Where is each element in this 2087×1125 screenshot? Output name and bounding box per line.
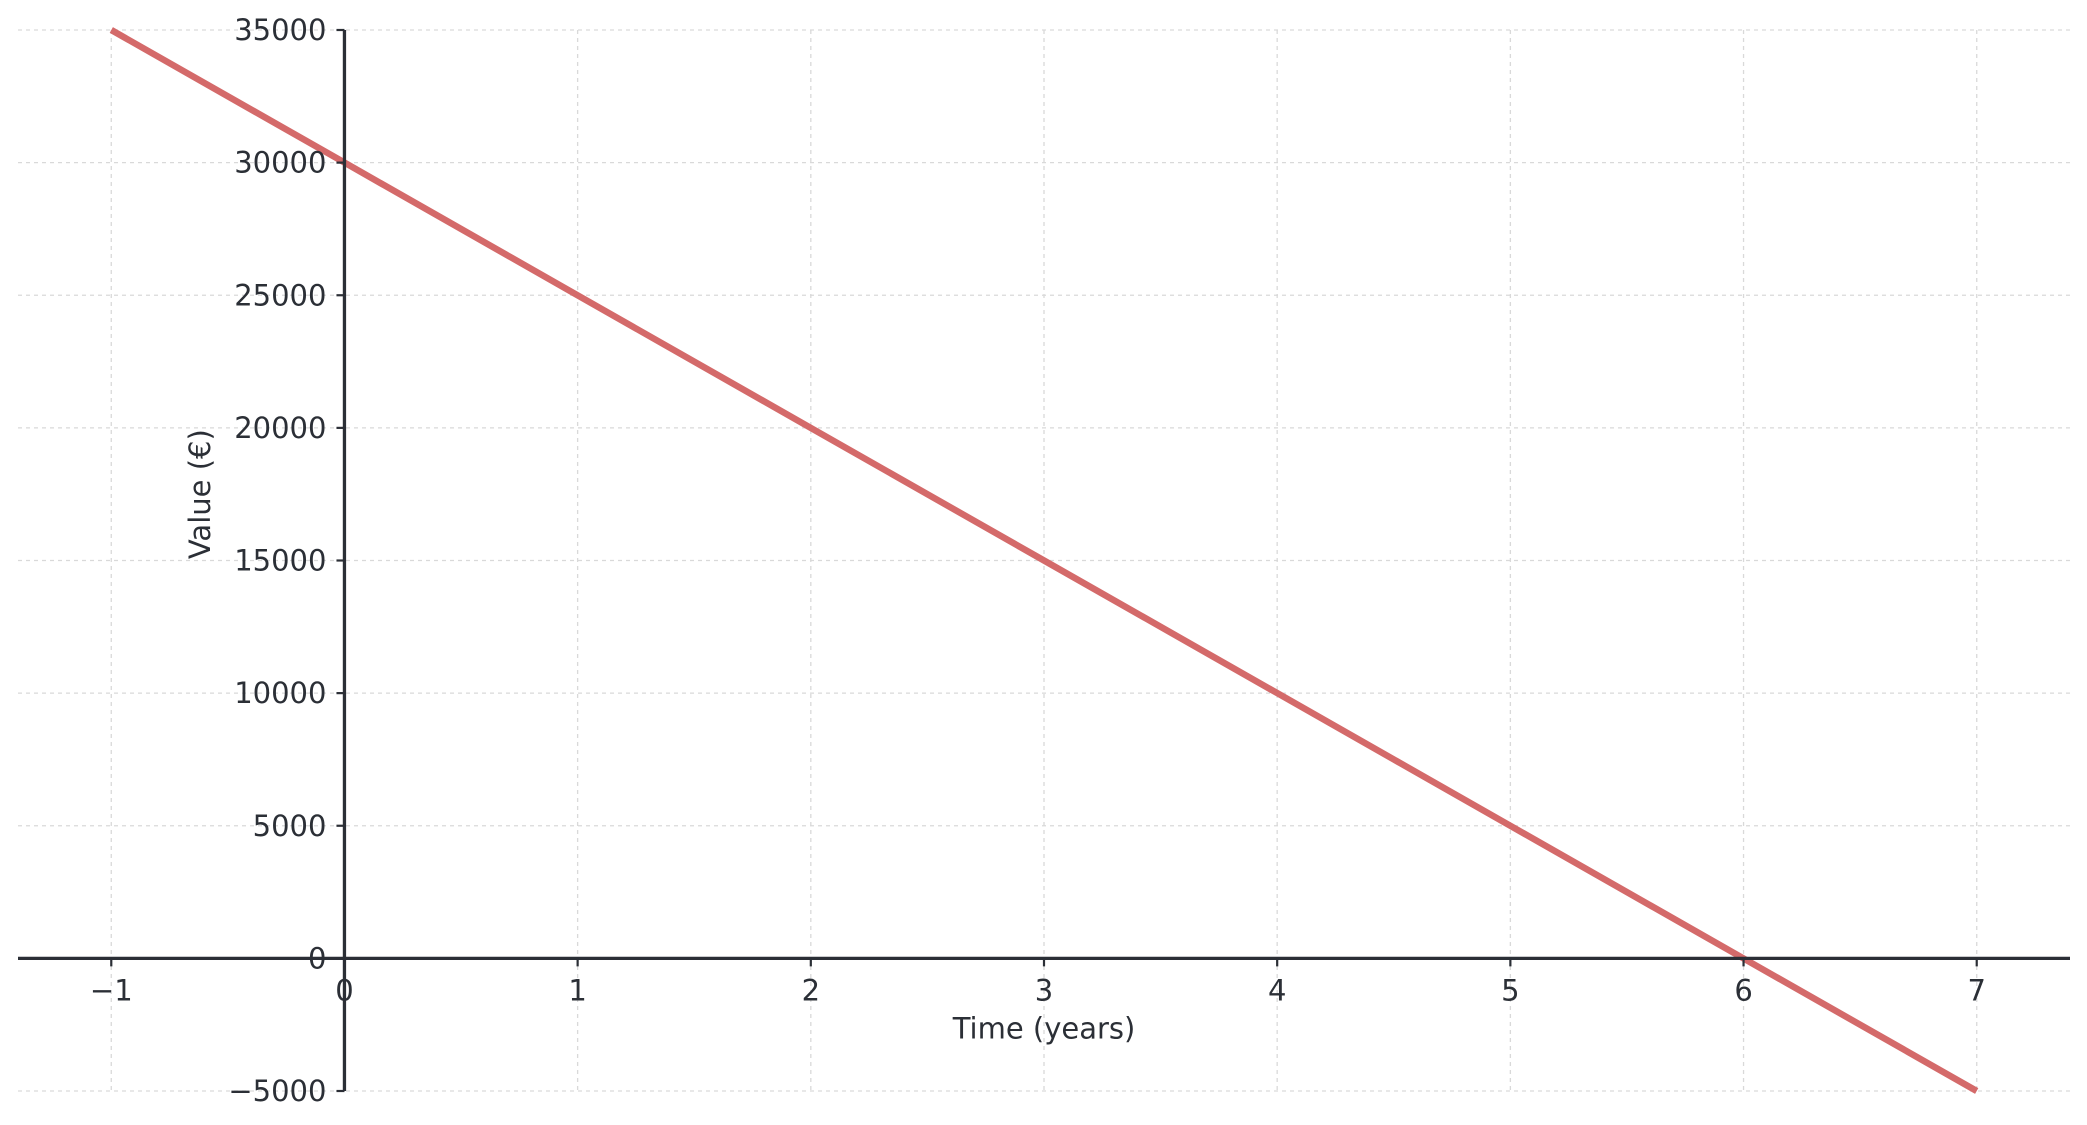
x-tick-label: 7 (1968, 973, 1986, 1007)
y-tick-label: 25000 (234, 278, 326, 312)
series-line (109, 27, 1979, 1094)
y-axis-label: Value (€) (183, 429, 217, 559)
x-tick-label: 2 (802, 973, 820, 1007)
x-ticks: −1 0 1 2 3 4 5 6 7 (90, 958, 1986, 1007)
y-tick-label: 30000 (234, 146, 326, 180)
x-tick-label: 5 (1501, 973, 1519, 1007)
x-tick-label: 0 (335, 973, 353, 1007)
x-tick-label: 3 (1035, 973, 1053, 1007)
y-tick-label: 0 (308, 941, 326, 975)
x-tick-label: 1 (568, 973, 586, 1007)
y-tick-label: 10000 (234, 676, 326, 710)
x-tick-label: −1 (90, 973, 133, 1007)
x-axis-label: Time (years) (952, 1011, 1136, 1045)
y-tick-label: 35000 (234, 13, 326, 47)
y-tick-label: 20000 (234, 411, 326, 445)
series-layer (109, 27, 1979, 1094)
y-tick-label: −5000 (228, 1074, 326, 1108)
x-tick-label: 6 (1734, 973, 1752, 1007)
y-tick-label: 15000 (234, 544, 326, 578)
x-tick-label: 4 (1268, 973, 1286, 1007)
y-tick-label: 5000 (253, 809, 327, 843)
y-ticks: −5000 0 5000 10000 15000 20000 25000 30000 35000 (228, 13, 345, 1108)
